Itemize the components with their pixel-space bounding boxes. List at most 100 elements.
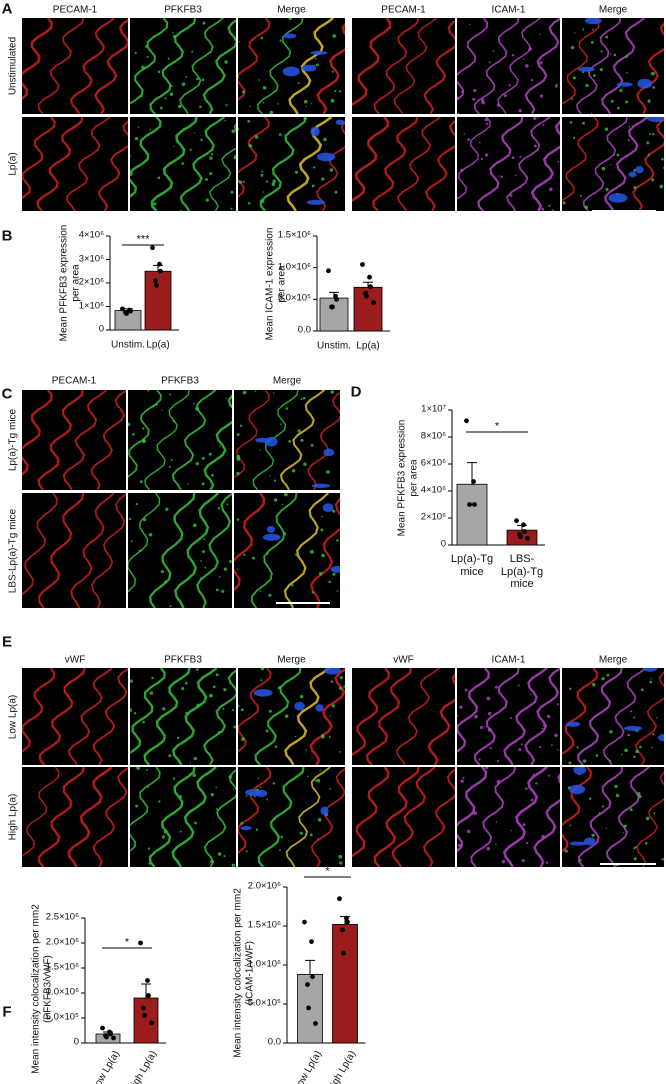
micrograph-speck: [172, 419, 175, 422]
panel-letter: B: [1, 227, 13, 245]
micrograph-speck: [266, 552, 269, 555]
micrograph-signal: [562, 668, 664, 765]
micrograph-speck: [331, 70, 334, 73]
micrograph-speck: [457, 112, 460, 114]
micrograph-speck: [164, 580, 168, 584]
micrograph-speck: [549, 187, 553, 192]
micrograph-speck: [564, 849, 568, 853]
micrograph-speck: [488, 711, 492, 716]
micrograph-speck: [268, 709, 272, 713]
micrograph-speck: [193, 756, 197, 761]
micrograph-speck: [615, 793, 620, 798]
micrograph-speck: [229, 560, 232, 563]
micrograph-speck: [215, 673, 219, 677]
micrograph-fiber: [576, 18, 622, 114]
micrograph-fiber: [174, 493, 220, 608]
micrograph-speck: [519, 186, 522, 189]
micrograph-nucleus: [569, 784, 586, 795]
micrograph-fiber: [36, 117, 84, 211]
data-point: [371, 300, 376, 305]
micrograph-speck: [530, 798, 534, 802]
micrograph-fiber: [283, 493, 330, 608]
micrograph-speck: [260, 668, 265, 671]
micrograph-speck: [172, 777, 176, 780]
micrograph-speck: [185, 76, 188, 78]
micrograph-speck: [148, 862, 151, 865]
data-point: [158, 268, 163, 274]
micrograph-speck: [497, 175, 500, 177]
micrograph-speck: [258, 79, 261, 81]
micrograph-fiber: [62, 390, 108, 490]
micrograph-speck: [218, 732, 220, 734]
micrograph-fiber: [285, 767, 331, 867]
micrograph-speck: [592, 28, 594, 31]
micrograph-speck: [496, 779, 501, 784]
micrograph-fiber: [470, 767, 517, 867]
micrograph-speck: [610, 99, 614, 103]
micrograph-fiber: [352, 668, 391, 756]
micrograph-fiber: [144, 390, 190, 490]
micrograph-speck: [255, 828, 259, 831]
micrograph-fiber: [22, 668, 56, 753]
micrograph-speck: [206, 101, 208, 103]
y-tick-label: 4×10⁶: [78, 229, 104, 241]
micrograph-speck: [649, 132, 651, 135]
data-point: [367, 274, 372, 280]
micrograph-speck: [339, 751, 341, 753]
y-tick-label: 1×10⁶: [78, 300, 104, 312]
micrograph-nucleus: [335, 119, 345, 126]
micrograph-speck: [273, 479, 277, 482]
micrograph-speck: [197, 585, 199, 587]
micrograph-nucleus: [569, 841, 588, 846]
micrograph-speck: [199, 105, 202, 109]
micrograph-fiber: [150, 117, 198, 211]
micrograph-speck: [538, 855, 542, 858]
micrograph-speck: [262, 86, 267, 90]
column-header: Merge: [272, 375, 302, 387]
micrograph-speck: [181, 687, 185, 691]
micrograph-speck: [530, 78, 533, 82]
micrograph-fiber: [477, 117, 524, 211]
micrograph-speck: [149, 691, 154, 695]
y-tick-label: 1×10⁷: [421, 403, 446, 415]
data-point: [340, 927, 345, 933]
column-header: ICAM-1: [491, 654, 526, 666]
micrograph-signal: [130, 767, 236, 867]
micrograph-speck: [473, 88, 477, 93]
micrograph-speck: [135, 502, 138, 506]
micrograph-speck: [236, 518, 240, 521]
data-point: [145, 978, 150, 983]
micrograph-nucleus: [294, 701, 305, 711]
micrograph-speck: [532, 773, 535, 776]
data-point: [344, 915, 349, 921]
micrograph-speck: [209, 156, 213, 160]
micrograph-speck: [467, 138, 470, 141]
micrograph-speck: [466, 829, 471, 834]
micrograph-speck: [314, 57, 317, 60]
micrograph-speck: [134, 844, 137, 847]
micrograph-fiber: [22, 390, 53, 476]
micrograph-speck: [201, 78, 205, 82]
micrograph-fiber: [307, 391, 340, 490]
micrograph-fiber: [90, 390, 126, 490]
micrograph-speck: [219, 445, 221, 447]
micrograph-speck: [226, 496, 228, 499]
micrograph-fiber: [37, 493, 85, 608]
micrograph-speck: [294, 735, 297, 738]
micrograph-fiber: [37, 390, 84, 490]
data-point: [100, 1025, 105, 1031]
micrograph-fiber: [632, 118, 664, 211]
micrograph-speck: [269, 110, 274, 114]
micrograph-speck: [552, 827, 555, 830]
micrograph-nucleus: [310, 50, 328, 55]
micrograph-speck: [481, 100, 485, 105]
micrograph-speck: [299, 831, 303, 835]
micrograph-speck: [619, 88, 623, 93]
micrograph-speck: [265, 729, 269, 733]
micrograph-speck: [217, 507, 221, 510]
micrograph-nucleus: [658, 734, 664, 742]
micrograph-speck: [595, 754, 599, 757]
micrograph-speck: [307, 775, 309, 778]
micrograph-speck: [521, 859, 525, 863]
